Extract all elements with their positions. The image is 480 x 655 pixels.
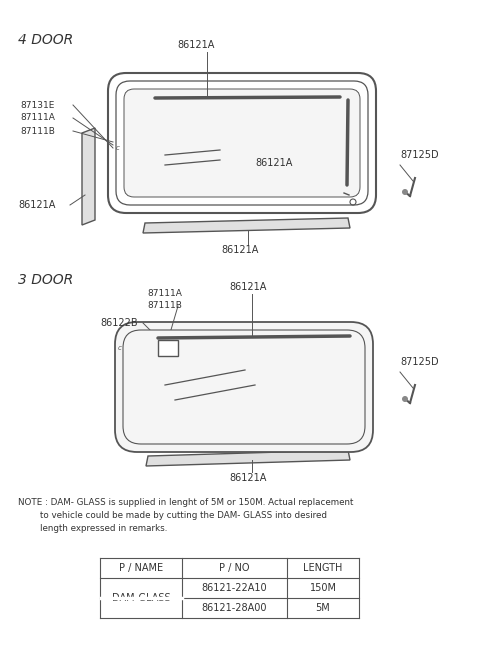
Text: c: c: [116, 145, 120, 151]
FancyBboxPatch shape: [115, 322, 373, 452]
FancyBboxPatch shape: [124, 89, 360, 197]
Text: 86121A: 86121A: [221, 245, 259, 255]
Text: LENGTH: LENGTH: [303, 563, 343, 573]
Text: 87111A: 87111A: [147, 288, 182, 297]
Text: 87125D: 87125D: [400, 150, 439, 160]
Text: 4 DOOR: 4 DOOR: [18, 33, 73, 47]
Text: 150M: 150M: [310, 583, 336, 593]
Bar: [158, 340, 178, 356]
Circle shape: [402, 189, 408, 195]
Circle shape: [402, 396, 408, 402]
Text: NOTE : DAM- GLASS is supplied in lenght of 5M or 150M. Actual replacement
      : NOTE : DAM- GLASS is supplied in lenght …: [18, 498, 353, 533]
Text: 86121A: 86121A: [229, 473, 267, 483]
Text: DAM-GLASS: DAM-GLASS: [112, 593, 170, 603]
Text: 87111B: 87111B: [20, 126, 55, 136]
Text: 86121A: 86121A: [18, 200, 55, 210]
Text: 87131E: 87131E: [20, 100, 54, 109]
Polygon shape: [143, 218, 350, 233]
Text: P / NO: P / NO: [219, 563, 250, 573]
Text: 86121-28A00: 86121-28A00: [202, 603, 267, 613]
FancyBboxPatch shape: [123, 330, 365, 444]
Text: P / NAME: P / NAME: [119, 563, 163, 573]
Polygon shape: [146, 450, 350, 466]
Text: 86121A: 86121A: [255, 158, 292, 168]
Text: 86121-22A10: 86121-22A10: [202, 583, 267, 593]
Text: 87111A: 87111A: [20, 113, 55, 122]
FancyBboxPatch shape: [116, 81, 368, 205]
Text: 87125D: 87125D: [400, 357, 439, 367]
Text: 87111B: 87111B: [147, 301, 182, 310]
Text: 86122B: 86122B: [100, 318, 138, 328]
Text: 86121A: 86121A: [229, 282, 267, 292]
Text: c: c: [118, 345, 122, 351]
Text: 86121A: 86121A: [177, 40, 215, 50]
Text: 3 DOOR: 3 DOOR: [18, 273, 73, 287]
Text: 5M: 5M: [316, 603, 330, 613]
FancyBboxPatch shape: [108, 73, 376, 213]
Polygon shape: [82, 128, 95, 225]
